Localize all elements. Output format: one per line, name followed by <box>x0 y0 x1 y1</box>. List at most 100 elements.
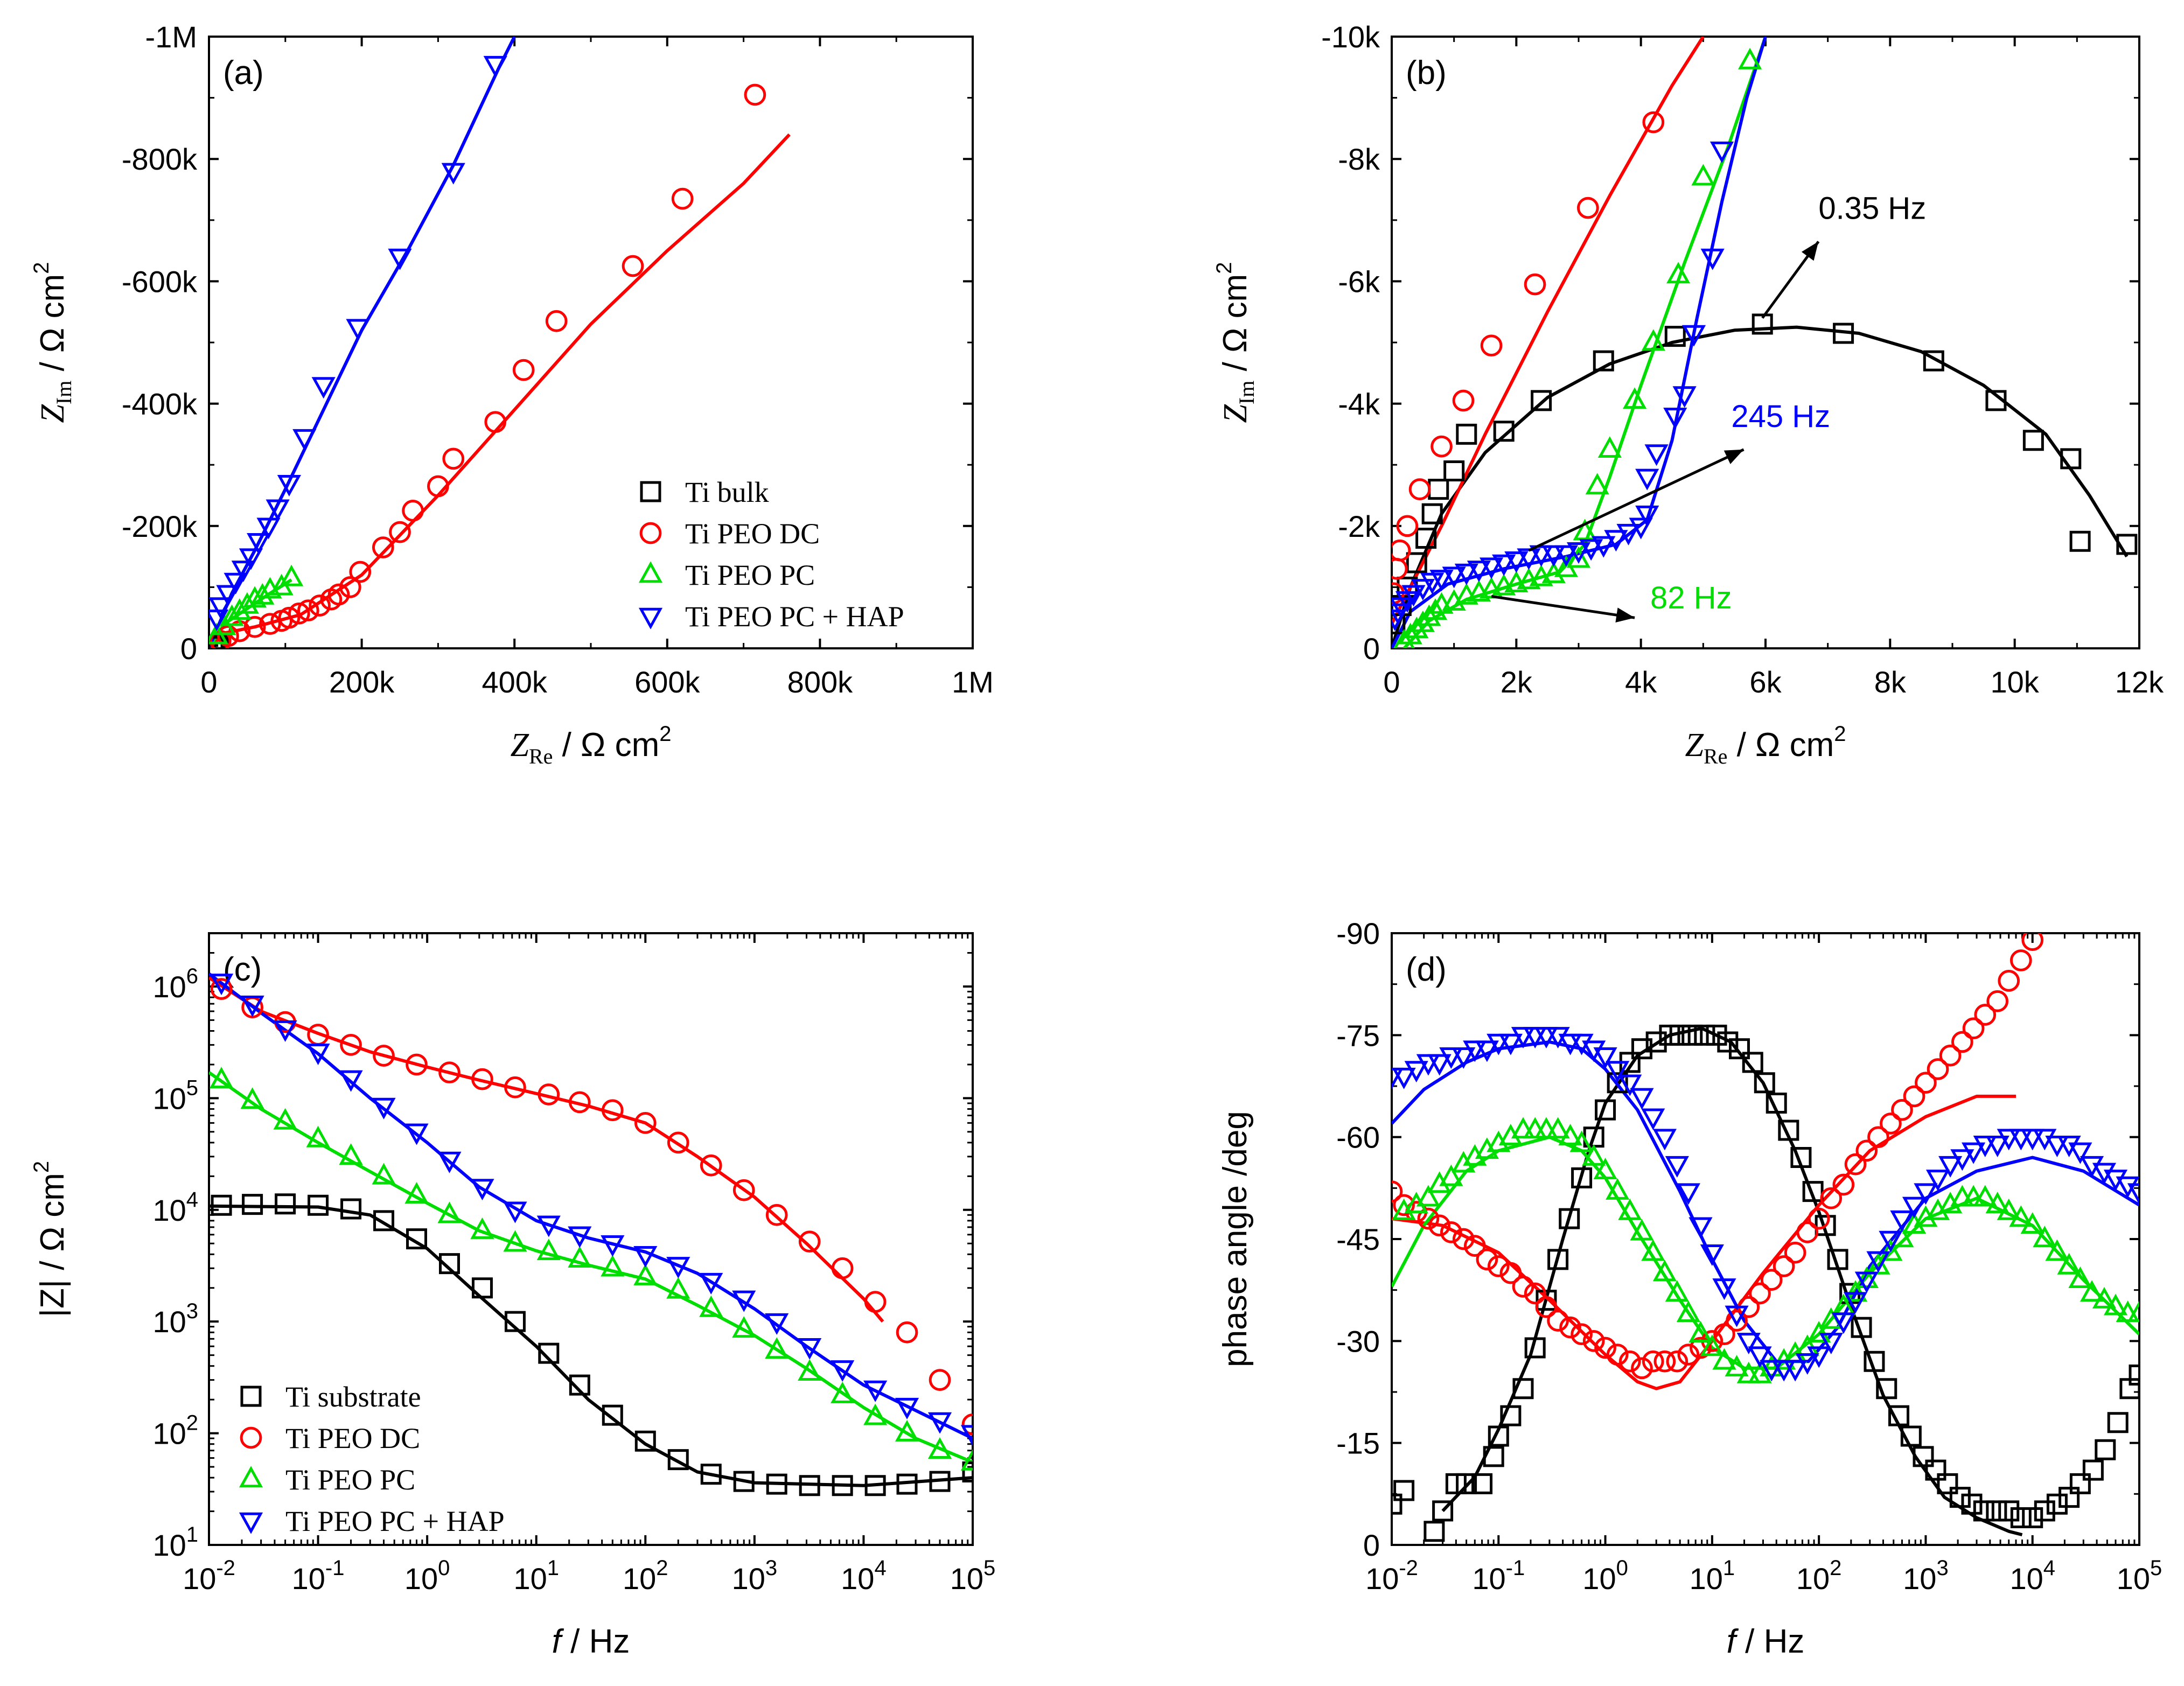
data-point <box>1635 505 1659 527</box>
data-point <box>2046 1493 2068 1515</box>
data-point <box>1796 1221 1819 1243</box>
data-point <box>1571 1323 1593 1346</box>
data-point <box>1593 1047 1617 1069</box>
data-point <box>744 83 766 106</box>
data-point <box>1652 1129 1677 1151</box>
data-point <box>372 1097 396 1120</box>
data-point <box>536 1239 561 1261</box>
x-tick-exponent: -2 <box>1399 1556 1418 1580</box>
data-point <box>1985 390 2007 411</box>
data-point <box>1582 1330 1605 1352</box>
data-point <box>864 1291 887 1313</box>
panel-d: 10-2 10-1 100 101 102 103 104 1050-15-30-45-60-… <box>1217 917 2162 1660</box>
data-point <box>2021 933 2044 951</box>
data-point <box>1487 1033 1511 1055</box>
data-point <box>1890 1210 1914 1232</box>
data-point <box>1914 1183 1938 1205</box>
data-point <box>1423 598 1448 620</box>
data-point <box>831 1257 854 1279</box>
data-point <box>231 561 255 583</box>
data-point <box>2092 1163 2117 1185</box>
data-point <box>1672 386 1697 408</box>
data-point <box>1891 1099 1913 1121</box>
data-point <box>1487 1255 1510 1277</box>
data-point <box>389 521 411 543</box>
data-point <box>831 1381 855 1403</box>
data-point <box>1415 528 1437 549</box>
data-point <box>2010 1507 2032 1529</box>
legend-marker <box>240 1426 262 1449</box>
y-tick-label: -90 <box>1336 917 1380 950</box>
data-point <box>2107 1412 2129 1433</box>
data-point <box>2103 1293 2128 1316</box>
data-point <box>2034 1500 2055 1522</box>
data-point <box>1772 1360 1796 1382</box>
y-tick-exponent: 6 <box>186 964 198 988</box>
data-point <box>1997 1129 2021 1151</box>
x-axis-symbol: Z <box>1685 727 1704 764</box>
data-point <box>2022 1507 2043 1529</box>
data-point <box>1566 546 1591 568</box>
data-point <box>1439 1047 1463 1069</box>
data-point <box>1726 1310 1748 1332</box>
data-point <box>1535 1296 1558 1318</box>
data-point <box>895 1397 919 1419</box>
data-point <box>1773 1255 1795 1277</box>
data-point <box>1421 503 1443 524</box>
data-point <box>1393 1480 1415 1501</box>
x-tick-label: 600k <box>634 665 700 699</box>
data-point <box>1772 1348 1796 1370</box>
data-point <box>470 1179 494 1201</box>
data-point <box>1582 1144 1606 1166</box>
y-tick-exponent: 4 <box>186 1188 198 1212</box>
data-point <box>1416 1185 1440 1207</box>
data-point <box>896 1473 918 1495</box>
data-point <box>1511 1027 1536 1049</box>
data-point <box>1629 517 1653 540</box>
data-point <box>1866 1253 1890 1275</box>
legend-marker <box>240 1386 262 1407</box>
data-point <box>1962 1017 1985 1040</box>
data-point <box>1480 334 1503 357</box>
legend-marker <box>638 607 663 629</box>
x-axis-unit: / Hz <box>561 1623 630 1660</box>
data-point <box>1998 970 2020 992</box>
y-axis-unit: / Ω cm <box>34 274 71 381</box>
panel-label: (d) <box>1406 951 1447 988</box>
data-point <box>2080 1280 2104 1302</box>
data-point <box>441 163 465 185</box>
legend: Ti bulk Ti PEO DC Ti PEO PC Ti PEO PC + HAP <box>638 476 904 633</box>
data-point <box>2045 1136 2069 1158</box>
data-point <box>2127 1300 2139 1323</box>
data-point <box>2116 1176 2139 1198</box>
x-tick-label: 800k <box>787 665 853 699</box>
data-point <box>339 576 361 598</box>
data-point <box>666 1257 690 1279</box>
y-axis-subscript: Im <box>52 381 76 404</box>
data-point <box>273 1020 297 1042</box>
data-point <box>346 319 370 341</box>
data-point <box>1547 1310 1569 1332</box>
data-point <box>1454 563 1478 585</box>
data-point <box>240 995 264 1017</box>
x-axis-superscript: 2 <box>659 722 671 746</box>
data-point <box>339 1070 363 1092</box>
data-point <box>309 594 331 617</box>
x-tick-label: 103 <box>1903 1556 1949 1596</box>
data-point <box>1915 1072 1937 1094</box>
data-point <box>1541 545 1566 567</box>
data-point <box>247 533 271 555</box>
data-point <box>929 1369 951 1391</box>
data-point <box>1742 1052 1763 1073</box>
data-point <box>471 1277 493 1299</box>
annotation-arrow <box>1528 448 1745 552</box>
x-tick-label: 100 <box>1582 1556 1628 1596</box>
data-point <box>929 1471 951 1492</box>
data-point <box>601 1099 624 1122</box>
y-axis-subscript: Im <box>1234 381 1259 404</box>
data-point <box>569 1374 590 1396</box>
x-tick-label: 12k <box>2115 665 2164 699</box>
x-tick-label: 103 <box>732 1556 778 1596</box>
data-point <box>512 359 535 381</box>
data-point <box>2059 1487 2080 1508</box>
